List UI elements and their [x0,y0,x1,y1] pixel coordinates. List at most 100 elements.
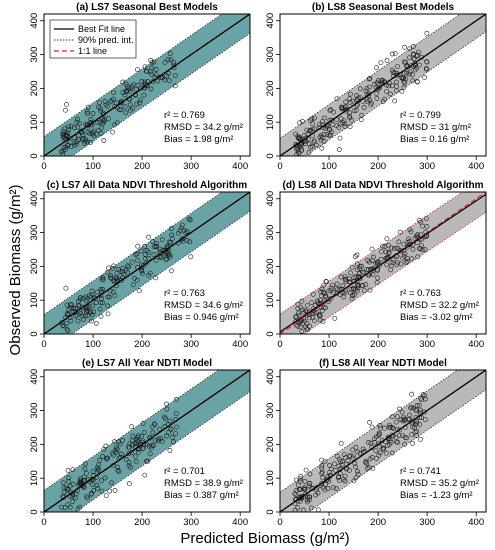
data-point [319,457,324,463]
data-point [164,433,169,439]
data-point [118,269,123,274]
x-tick-label: 100 [321,339,337,350]
data-point [391,246,397,252]
data-point [95,485,101,491]
data-point [307,128,313,134]
data-point [319,308,325,314]
data-point [110,452,116,458]
data-point [313,492,318,498]
plot-frame [279,369,487,513]
data-point [75,116,80,122]
data-point [328,288,334,294]
chart-panel: 0 100 200 300 400 0 100 200 300 400 (a) LS7 Season… [29,2,251,172]
stat-label: RMSD = 38.9 g/m² [164,478,243,489]
y-tick-label: 200 [29,258,40,274]
data-point [417,217,422,223]
data-point [162,60,168,66]
best-fit-line [44,14,250,156]
data-point [337,471,343,477]
data-point [354,261,360,267]
y-tick-label: 400 [29,13,40,29]
y-tick-label: 0 [265,509,276,514]
data-point [422,75,427,81]
data-point [295,323,301,329]
data-point [352,461,358,466]
data-point [424,30,430,36]
data-point [102,475,108,481]
data-point [304,303,310,308]
data-point [326,288,332,294]
data-point [401,75,406,81]
data-point [332,315,338,321]
panel-title: (e) LS7 All Year NDTI Model [82,358,212,369]
data-point [114,100,119,106]
data-point [77,504,83,510]
data-point [343,104,349,109]
data-point [373,434,379,440]
data-point [169,236,175,242]
data-point [63,107,68,113]
data-point [320,475,326,481]
data-point [366,259,372,265]
data-point [331,461,337,467]
data-point [126,444,132,450]
y-tick-label: 200 [29,436,40,452]
stat-label: RMSD = 32.2 g/m² [400,300,479,311]
data-point [328,107,334,113]
data-point [332,467,338,473]
data-point [329,282,335,288]
data-point [88,139,93,145]
data-point [347,100,353,105]
data-point [171,60,176,65]
data-point [306,483,312,489]
prediction-band-edge [280,370,459,493]
data-point [298,304,304,310]
data-point [384,58,390,63]
data-point [158,436,164,441]
data-point [123,110,129,116]
data-point [95,467,101,473]
data-point [402,251,408,256]
data-point [120,438,125,443]
data-point [422,396,428,402]
data-point [323,278,329,284]
data-point [350,455,356,461]
data-point [404,258,410,264]
data-point [121,271,127,277]
legend-box [49,19,137,59]
prediction-band-edge [71,32,250,156]
data-point [364,97,370,102]
data-point [407,242,413,248]
data-point [159,237,165,243]
data-point [64,327,70,333]
data-point [168,57,174,63]
data-point [134,251,140,257]
x-tick-label: 400 [468,161,484,172]
data-point [111,90,117,95]
data-point [353,108,359,113]
data-point [188,254,194,260]
data-point [177,228,183,234]
data-point [353,474,359,480]
data-point [164,256,169,262]
data-point [299,307,305,313]
data-point [347,91,353,97]
data-point [359,263,364,269]
data-point [120,269,125,275]
data-point [91,488,97,493]
data-point [399,89,405,94]
data-point [312,302,318,308]
data-point [340,120,345,126]
data-point [419,397,425,403]
data-point [110,129,115,135]
data-point [409,256,415,262]
x-tick-label: 300 [183,339,199,350]
data-point [398,417,404,423]
data-point [157,426,162,432]
data-point [315,507,321,512]
data-point [89,312,95,318]
data-point [386,424,392,430]
data-point [135,83,141,88]
best-fit-line [280,370,486,512]
data-point [304,497,310,503]
